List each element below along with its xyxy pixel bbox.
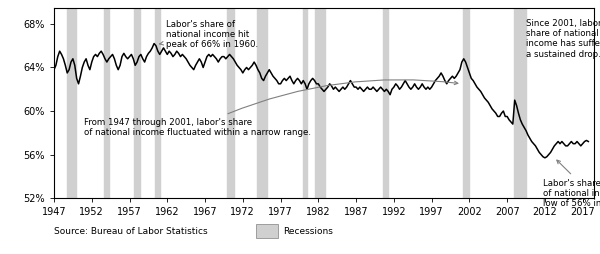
Bar: [314, 8, 325, 198]
Bar: [67, 8, 76, 198]
Bar: [256, 224, 278, 238]
Bar: [155, 8, 160, 198]
Text: Since 2001, labor's
share of national
income has suffered
a sustained drop.: Since 2001, labor's share of national in…: [526, 19, 600, 59]
Text: Labor's share of
national income hit
peak of 66% in 1960.: Labor's share of national income hit pea…: [160, 20, 258, 49]
Bar: [227, 8, 234, 198]
Bar: [303, 8, 307, 198]
Bar: [383, 8, 388, 198]
Text: From 1947 through 2001, labor's share
of national income fluctuated within a nar: From 1947 through 2001, labor's share of…: [84, 80, 458, 137]
Text: Labor's share
of national income hit
low of 56% in 2013.: Labor's share of national income hit low…: [544, 160, 600, 208]
Bar: [514, 8, 526, 198]
Text: Recessions: Recessions: [283, 227, 333, 236]
Bar: [257, 8, 267, 198]
Text: Source: Bureau of Labor Statistics: Source: Bureau of Labor Statistics: [54, 227, 208, 236]
Bar: [104, 8, 109, 198]
Bar: [134, 8, 140, 198]
Bar: [463, 8, 469, 198]
